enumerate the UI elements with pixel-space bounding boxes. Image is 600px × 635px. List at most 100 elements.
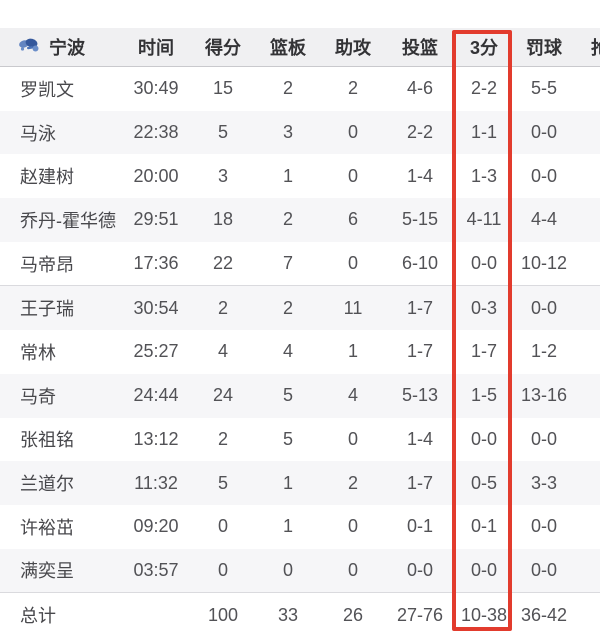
column-header-three: 3分 [454,28,514,67]
player-row[interactable]: 王子瑞 30:54 2 2 11 1-7 0-3 0-0 [0,285,600,331]
player-name: 马泳 [20,123,56,144]
stat-ft: 0-0 [530,428,557,449]
stat-ft: 0-0 [530,516,557,537]
stat-fg: 0-0 [406,559,433,580]
stat-points: 5 [217,472,228,493]
stat-assists: 0 [347,122,358,143]
stat-time: 17:36 [133,253,179,274]
stat-fg: 27-76 [386,592,454,635]
player-name: 马奇 [20,386,56,407]
box-score-table: 宁波 时间 得分 篮板 助攻 投篮 3分 罚球 抢断 罗凯文30:4915224… [0,28,600,635]
stat-assists: 2 [347,472,358,493]
stat-steals [574,418,600,462]
stat-fg: 1-7 [406,472,433,493]
stat-points: 15 [212,78,234,99]
stat-rebounds: 2 [256,285,320,331]
stat-points: 100 [190,592,256,635]
column-header-time: 时间 [122,28,190,67]
stat-ft: 10-12 [520,253,568,274]
player-row[interactable]: 罗凯文 30:49 15 2 2 4-6 2-2 5-5 [0,66,600,111]
stat-ft: 0-0 [530,559,557,580]
stat-points: 2 [217,428,228,449]
stat-fg: 1-4 [406,165,433,186]
stat-steals [574,67,600,111]
stat-steals [574,330,600,374]
player-name: 马帝昂 [20,254,74,275]
stat-steals [574,154,600,198]
player-row[interactable]: 乔丹-霍华德 29:51 18 2 6 5-15 4-11 4-4 [0,198,600,242]
stat-time: 20:00 [133,165,179,186]
top-whitespace [0,0,600,28]
column-header-ft: 罚球 [514,28,574,67]
player-row[interactable]: 满奕呈 03:57 0 0 0 0-0 0-0 0-0 [0,548,600,593]
player-name: 满奕呈 [20,561,74,582]
player-row[interactable]: 马帝昂 17:36 22 7 0 6-10 0-0 10-12 [0,241,600,286]
stat-three: 0-0 [470,559,497,580]
player-row[interactable]: 兰道尔 11:32 5 1 2 1-7 0-5 3-3 [0,461,600,505]
stat-ft: 3-3 [530,472,557,493]
stat-three: 10-38 [454,592,514,635]
stat-rebounds: 0 [282,559,293,580]
stat-assists: 0 [347,516,358,537]
column-header-points: 得分 [190,28,256,67]
player-name: 兰道尔 [20,474,74,495]
stat-three: 4-11 [466,209,502,230]
stat-rebounds: 7 [282,253,293,274]
stat-points: 4 [217,341,228,362]
stat-steals [574,111,600,155]
total-row: 总计 100 33 26 27-76 10-38 36-42 [0,592,600,635]
stat-points: 22 [212,253,234,274]
stat-three: 0-5 [470,472,497,493]
stat-assists: 0 [347,428,358,449]
stat-time: 24:44 [133,385,179,406]
player-name: 罗凯文 [20,79,74,100]
stat-fg: 1-7 [386,285,454,331]
stat-three: 2-2 [470,78,497,99]
stat-steals [574,461,600,505]
stat-fg: 5-13 [401,385,439,406]
stat-fg: 4-6 [406,78,433,99]
stat-rebounds: 2 [282,78,293,99]
stat-rebounds: 4 [282,341,293,362]
stat-assists: 0 [347,559,358,580]
player-name: 赵建树 [20,167,74,188]
stat-ft: 0-0 [530,122,557,143]
stat-time: 29:51 [133,209,179,230]
player-name: 许裕茁 [20,517,74,538]
player-row[interactable]: 马泳 22:38 5 3 0 2-2 1-1 0-0 [0,110,600,155]
column-header-assists: 助攻 [320,28,386,67]
stat-fg: 6-10 [401,253,439,274]
stat-time: 22:38 [133,122,179,143]
player-row[interactable]: 许裕茁 09:20 0 1 0 0-1 0-1 0-0 [0,504,600,549]
stat-rebounds: 5 [282,428,293,449]
stat-rebounds: 33 [256,592,320,635]
player-name: 张祖铭 [20,430,74,451]
player-row[interactable]: 马奇 24:44 24 5 4 5-13 1-5 13-16 [0,373,600,418]
stat-points: 0 [217,516,228,537]
stat-assists: 4 [347,385,358,406]
stat-points: 0 [217,559,228,580]
player-name: 王子瑞 [0,285,122,331]
stat-rebounds: 3 [282,122,293,143]
team-logo-icon [18,36,41,59]
team-name-label: 宁波 [49,38,85,58]
stat-fg: 1-4 [406,428,433,449]
stat-time: 13:12 [133,428,179,449]
stat-points: 2 [190,285,256,331]
stat-steals [574,549,600,593]
stat-rebounds: 1 [282,516,293,537]
stat-three: 0-1 [470,516,497,537]
stat-three: 0-0 [470,253,497,274]
player-name: 乔丹-霍华德 [20,210,116,231]
stat-time: 30:54 [122,285,190,331]
player-row[interactable]: 张祖铭 13:12 2 5 0 1-4 0-0 0-0 [0,417,600,462]
stat-three: 1-5 [470,385,497,406]
stat-ft: 4-4 [530,209,557,230]
team-header-cell: 宁波 [0,28,122,67]
stat-assists: 1 [347,341,358,362]
column-header-rebounds: 篮板 [256,28,320,67]
stat-points: 3 [217,165,228,186]
player-row[interactable]: 赵建树 20:00 3 1 0 1-4 1-3 0-0 [0,154,600,199]
player-row[interactable]: 常林 25:27 4 4 1 1-7 1-7 1-2 [0,330,600,374]
stat-three: 1-3 [470,165,497,186]
